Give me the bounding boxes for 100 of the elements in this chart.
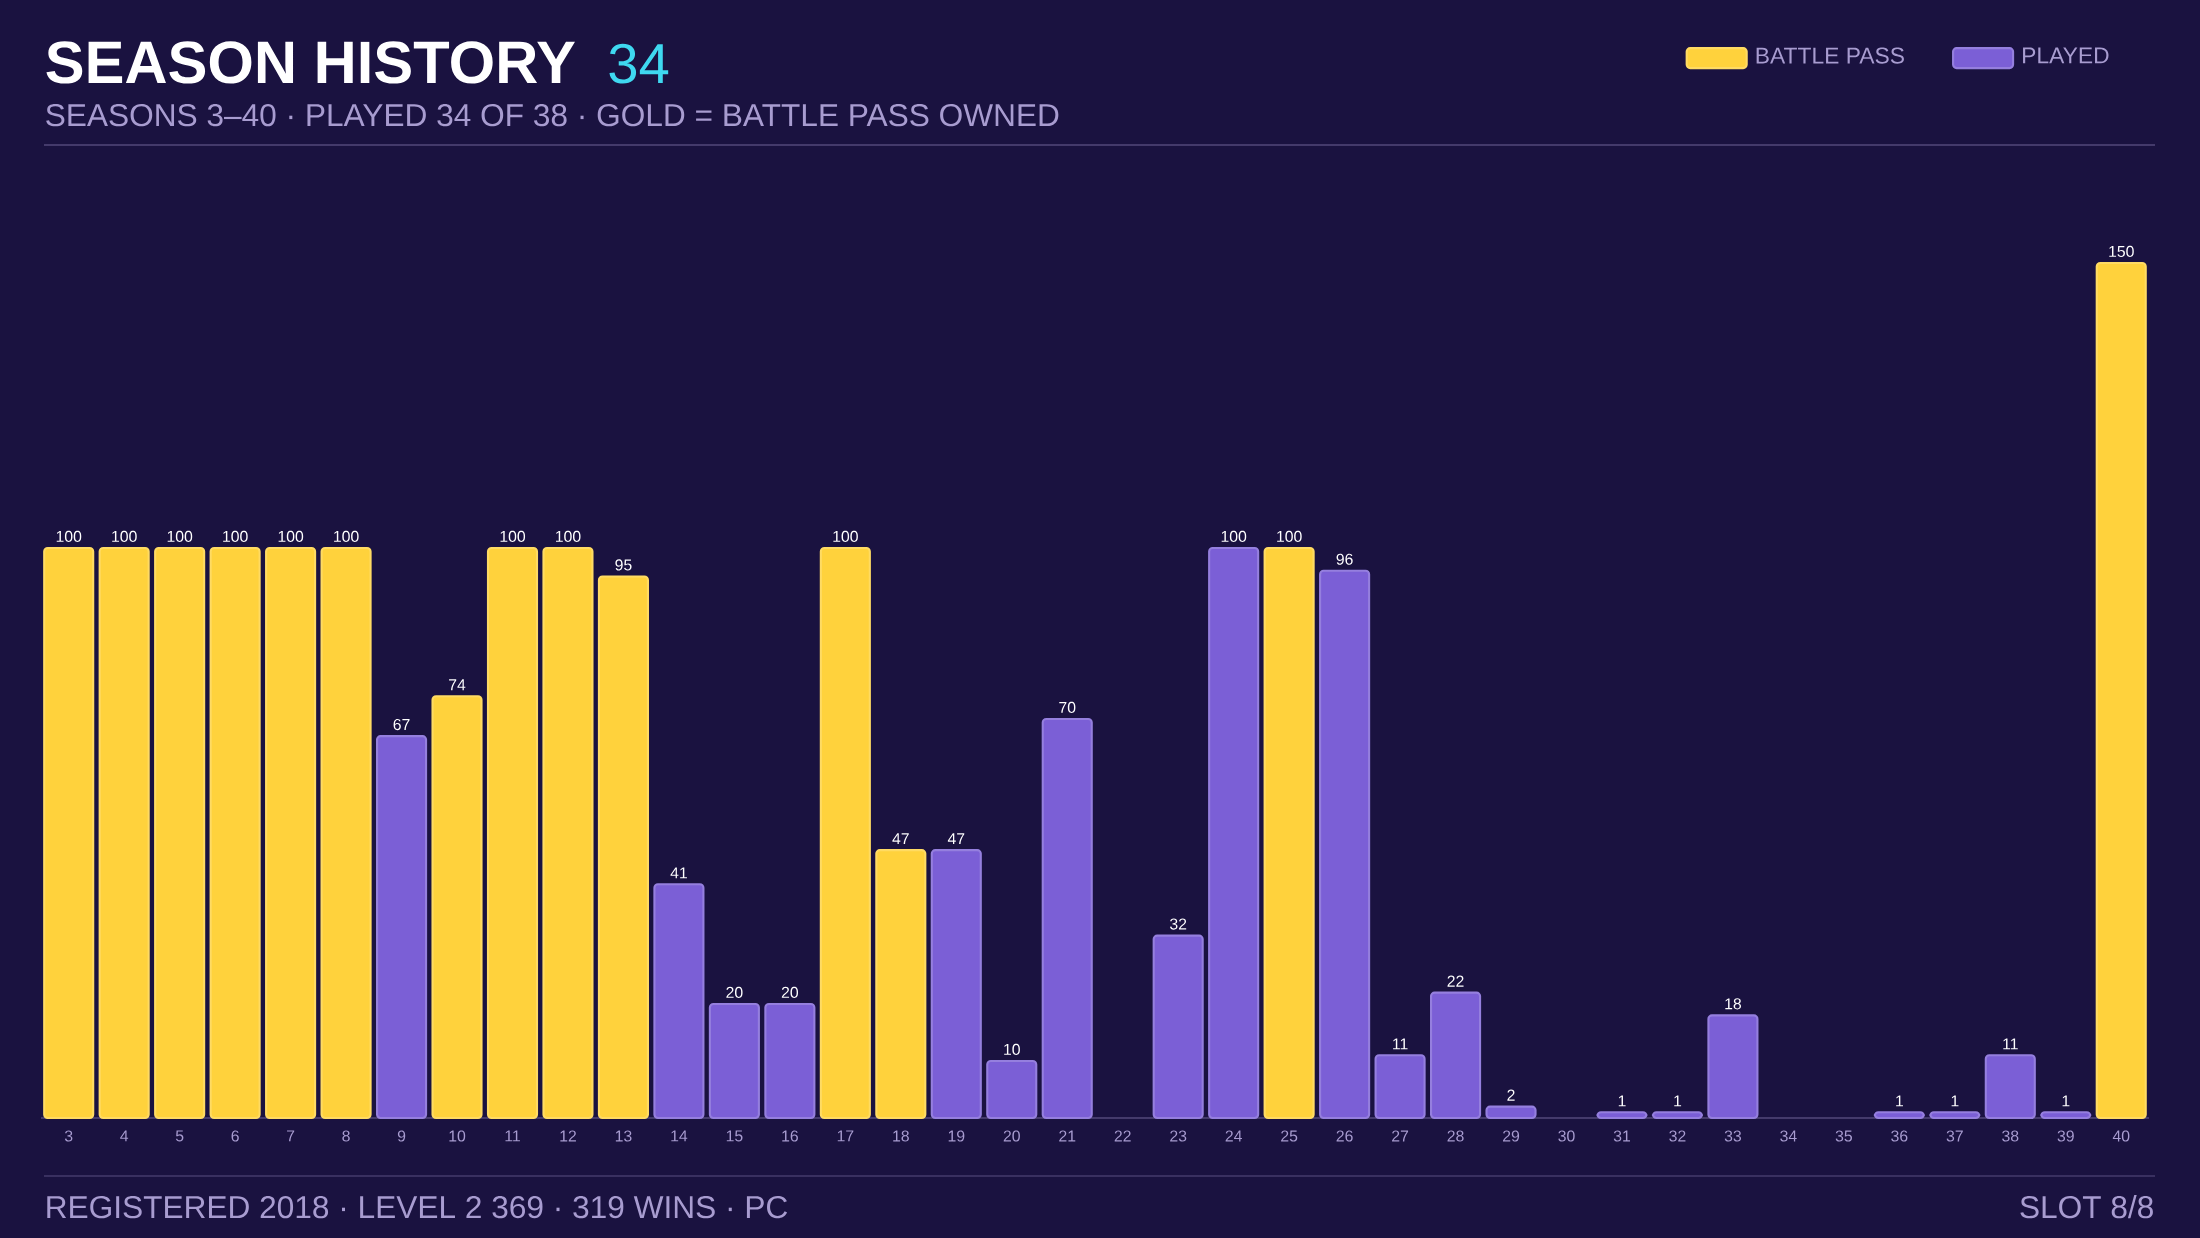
x-tick-label: 15 [726,1130,743,1142]
x-tick-label: 29 [1503,1130,1520,1142]
bar [597,575,649,1120]
data-label: 32 [1169,918,1187,930]
data-label: 100 [278,530,304,543]
bar [265,546,317,1120]
data-label: 47 [947,833,965,845]
data-label: 100 [833,530,858,543]
x-tick-label: 19 [948,1130,965,1142]
data-label: 150 [2109,245,2134,258]
bar [1596,1111,1648,1120]
text: SLOT 8/8 [2020,1195,2153,1219]
bar [986,1059,1038,1120]
bar [1041,717,1093,1120]
x-tick-label: 20 [1003,1130,1020,1142]
bar [1929,1111,1981,1120]
data-label: 95 [615,559,632,571]
bar [1319,569,1371,1120]
legend-label: BATTLE PASS [1756,47,1904,64]
bar [1429,991,1482,1120]
x-tick-label: 35 [1835,1130,1853,1142]
x-tick-label: 23 [1170,1130,1187,1142]
bar [1873,1111,1925,1120]
data-label: 41 [670,867,687,879]
data-label: 100 [1277,530,1302,543]
bar [375,735,428,1120]
bar [1984,1054,2036,1120]
x-tick-label: 7 [287,1130,295,1142]
data-label: 22 [1447,975,1464,987]
bar [43,546,95,1120]
bar [764,1002,816,1120]
x-tick-label: 4 [120,1130,129,1142]
data-label: 2 [1507,1089,1515,1101]
bar [1651,1111,1704,1120]
text: 34 [609,43,669,84]
data-label: 1 [1618,1095,1626,1107]
bar [98,546,150,1120]
x-tick-label: 18 [893,1130,909,1142]
x-tick-label: 9 [397,1130,406,1142]
data-label: 96 [1336,553,1353,565]
data-label: 74 [449,679,466,691]
bar [875,849,927,1120]
x-tick-label: 8 [342,1130,350,1142]
data-label: 100 [112,530,137,543]
x-tick-label: 33 [1724,1130,1742,1142]
x-tick-label: 14 [671,1130,688,1142]
data-label: 100 [500,530,526,543]
x-tick-label: 22 [1114,1130,1131,1142]
x-tick-label: 37 [1946,1130,1963,1142]
data-label: 100 [223,530,248,543]
x-tick-label: 5 [175,1130,184,1142]
bar [1263,546,1315,1120]
data-label: 10 [1004,1043,1020,1056]
data-label: 100 [1221,530,1247,543]
data-label: 70 [1059,701,1076,714]
bar [2040,1111,2092,1120]
data-label: 11 [1393,1038,1408,1050]
x-tick-label: 31 [1613,1130,1631,1142]
bar [209,546,261,1120]
chart-subtitle: SEASONS 3–40 · PLAYED 34 OF 38 · GOLD = BATTLE PASS OWNED [46,103,1059,127]
bar [1485,1105,1537,1120]
x-tick-label: 38 [2002,1130,2019,1142]
data-label: 1 [1951,1095,1959,1107]
x-tick-label: 39 [2057,1130,2074,1142]
data-label: 20 [726,986,743,999]
data-label: 100 [56,530,82,543]
x-tick-label: 27 [1392,1130,1409,1142]
data-label: 18 [1725,998,1742,1010]
x-tick-label: 6 [231,1130,239,1142]
x-tick-label: 24 [1225,1130,1242,1142]
data-label: 1 [2062,1095,2070,1107]
x-tick-label: 11 [505,1130,520,1142]
bar [154,546,206,1120]
data-label: 100 [555,530,581,543]
bar [1374,1054,1426,1120]
bar [320,546,372,1120]
bar [1208,546,1260,1120]
x-tick-label: 30 [1558,1130,1575,1142]
x-tick-label: 21 [1059,1130,1076,1142]
data-label: 47 [892,833,909,845]
x-tick-label: 34 [1780,1130,1797,1142]
bar [930,849,982,1120]
bar [819,546,871,1120]
bar [708,1002,760,1120]
data-label: 11 [2003,1038,2018,1050]
x-tick-label: 40 [2112,1130,2130,1142]
bar [653,883,705,1120]
bar [431,695,483,1120]
x-tick-label: 13 [615,1130,632,1142]
bar [2095,261,2147,1120]
data-label: 20 [781,986,799,999]
x-tick-label: 36 [1891,1130,1908,1142]
x-tick-label: 17 [837,1130,854,1142]
x-tick-label: 10 [449,1130,466,1142]
x-tick-label: 26 [1336,1130,1353,1142]
x-tick-label: 25 [1281,1130,1298,1142]
x-tick-label: 3 [64,1130,73,1142]
bar [542,546,594,1120]
bar [1707,1014,1759,1120]
x-tick-label: 32 [1669,1130,1686,1142]
